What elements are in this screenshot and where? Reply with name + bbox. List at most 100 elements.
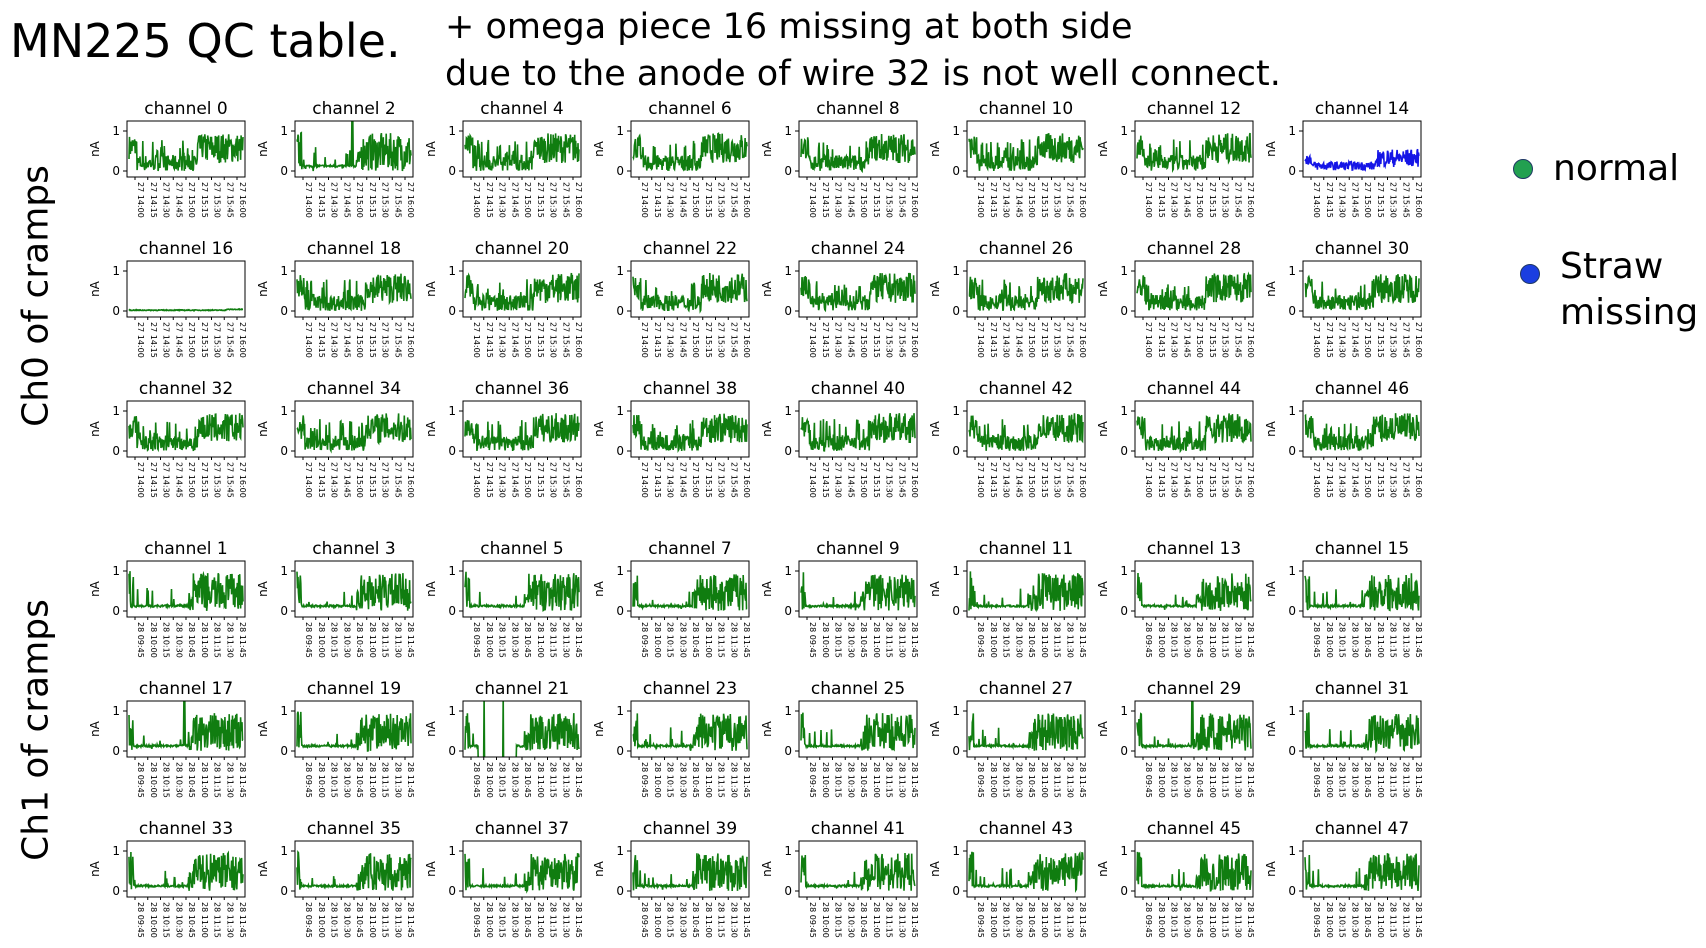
- x-tick-label: 27 16:00: [574, 182, 583, 218]
- x-tick-label: 27 14:30: [1170, 182, 1179, 218]
- x-tick-label: 27 14:30: [330, 182, 339, 218]
- x-tick-label: 27 16:00: [574, 462, 583, 498]
- x-tick-label: 27 14:00: [472, 322, 481, 358]
- x-tick-label: 27 14:45: [342, 182, 351, 218]
- x-tick-label: 28 10:45: [187, 622, 196, 658]
- y-tick-label: 0: [448, 444, 456, 458]
- y-tick-label: 0: [448, 604, 456, 618]
- y-tick-label: 1: [1120, 124, 1128, 138]
- x-tick-label: 28 09:45: [1144, 902, 1153, 938]
- x-tick-label: 27 14:15: [1157, 462, 1166, 498]
- x-tick-label: 28 10:15: [1002, 762, 1011, 798]
- x-tick-label: 28 11:45: [1078, 902, 1087, 938]
- x-tick-label: 27 14:45: [174, 322, 183, 358]
- x-tick-label: 27 15:45: [225, 462, 234, 498]
- y-axis-label: nA: [1264, 580, 1278, 597]
- x-tick-label: 27 15:00: [1363, 182, 1372, 218]
- y-tick-label: 1: [952, 564, 960, 578]
- x-tick-label: 28 11:00: [1040, 622, 1049, 658]
- y-axis-label: nA: [592, 860, 606, 877]
- series-line: [632, 413, 748, 453]
- panel-title: channel 10: [979, 99, 1073, 119]
- panel-title: channel 45: [1147, 819, 1241, 839]
- x-tick-label: 27 14:30: [330, 322, 339, 358]
- x-tick-label: 28 10:00: [1325, 762, 1334, 798]
- series-line: [632, 853, 748, 892]
- y-tick-label: 0: [1120, 884, 1128, 898]
- x-tick-label: 28 11:45: [1246, 902, 1255, 938]
- x-tick-label: 28 10:30: [1014, 762, 1023, 798]
- x-tick-label: 27 15:15: [1376, 322, 1385, 358]
- x-tick-label: 27 14:30: [666, 322, 675, 358]
- x-tick-label: 28 10:45: [1363, 902, 1372, 938]
- x-tick-label: 27 14:00: [808, 182, 817, 218]
- y-tick-label: 0: [616, 744, 624, 758]
- x-tick-label: 28 11:30: [1065, 622, 1074, 658]
- panel-title: channel 4: [480, 99, 564, 119]
- y-tick-label: 1: [616, 844, 624, 858]
- y-axis-label: nA: [1096, 420, 1110, 437]
- x-tick-label: 27 15:45: [1401, 462, 1410, 498]
- x-tick-label: 27 16:00: [742, 462, 751, 498]
- x-tick-label: 28 10:45: [691, 762, 700, 798]
- x-tick-label: 27 15:45: [1401, 322, 1410, 358]
- x-tick-label: 28 10:45: [1195, 902, 1204, 938]
- x-tick-label: 28 11:45: [574, 902, 583, 938]
- x-tick-label: 28 11:00: [1376, 902, 1385, 938]
- x-tick-label: 27 15:45: [1065, 462, 1074, 498]
- panel-title: channel 23: [643, 679, 737, 699]
- x-tick-label: 27 14:00: [1144, 182, 1153, 218]
- x-tick-label: 28 09:45: [808, 622, 817, 658]
- x-tick-label: 28 10:45: [1027, 622, 1036, 658]
- x-tick-label: 28 10:45: [1195, 622, 1204, 658]
- x-tick-label: 28 09:45: [304, 762, 313, 798]
- x-tick-label: 28 10:15: [1002, 622, 1011, 658]
- x-tick-label: 28 11:30: [393, 762, 402, 798]
- panel-title: channel 34: [307, 379, 401, 399]
- x-tick-label: 28 11:15: [213, 622, 222, 658]
- x-tick-label: 28 11:45: [1078, 762, 1087, 798]
- panel-title: channel 36: [475, 379, 569, 399]
- x-tick-label: 28 11:30: [1401, 902, 1410, 938]
- x-tick-label: 28 11:45: [1414, 902, 1423, 938]
- series-line: [632, 272, 748, 314]
- x-tick-label: 27 16:00: [1078, 462, 1087, 498]
- x-tick-label: 27 14:15: [653, 182, 662, 218]
- x-tick-label: 28 11:30: [729, 762, 738, 798]
- y-axis-label: nA: [928, 140, 942, 157]
- x-tick-label: 28 10:45: [1027, 902, 1036, 938]
- x-tick-label: 27 14:45: [846, 182, 855, 218]
- x-tick-label: 28 11:15: [885, 902, 894, 938]
- series-line: [1304, 413, 1420, 452]
- x-tick-label: 28 10:30: [174, 762, 183, 798]
- x-tick-label: 28 10:45: [355, 902, 364, 938]
- series-line: [128, 307, 243, 312]
- x-tick-label: 27 15:15: [872, 322, 881, 358]
- panel-title: channel 24: [811, 239, 905, 259]
- y-tick-label: 1: [1288, 564, 1296, 578]
- series-line: [464, 701, 580, 757]
- y-tick-label: 0: [448, 304, 456, 318]
- x-tick-label: 27 14:45: [174, 182, 183, 218]
- plot-frame: [966, 560, 1086, 618]
- x-tick-label: 27 16:00: [1414, 462, 1423, 498]
- x-tick-label: 27 15:30: [549, 462, 558, 498]
- x-tick-label: 28 10:00: [317, 622, 326, 658]
- y-axis-label: nA: [88, 580, 102, 597]
- y-axis-label: nA: [760, 140, 774, 157]
- x-tick-label: 27 15:30: [885, 462, 894, 498]
- x-tick-label: 27 14:00: [1144, 462, 1153, 498]
- x-tick-label: 28 10:00: [989, 902, 998, 938]
- x-tick-label: 28 09:45: [640, 762, 649, 798]
- x-tick-label: 28 10:30: [1182, 902, 1191, 938]
- x-tick-label: 28 11:15: [213, 762, 222, 798]
- x-tick-label: 27 15:30: [381, 322, 390, 358]
- series-line: [296, 711, 412, 752]
- x-tick-label: 28 11:00: [536, 762, 545, 798]
